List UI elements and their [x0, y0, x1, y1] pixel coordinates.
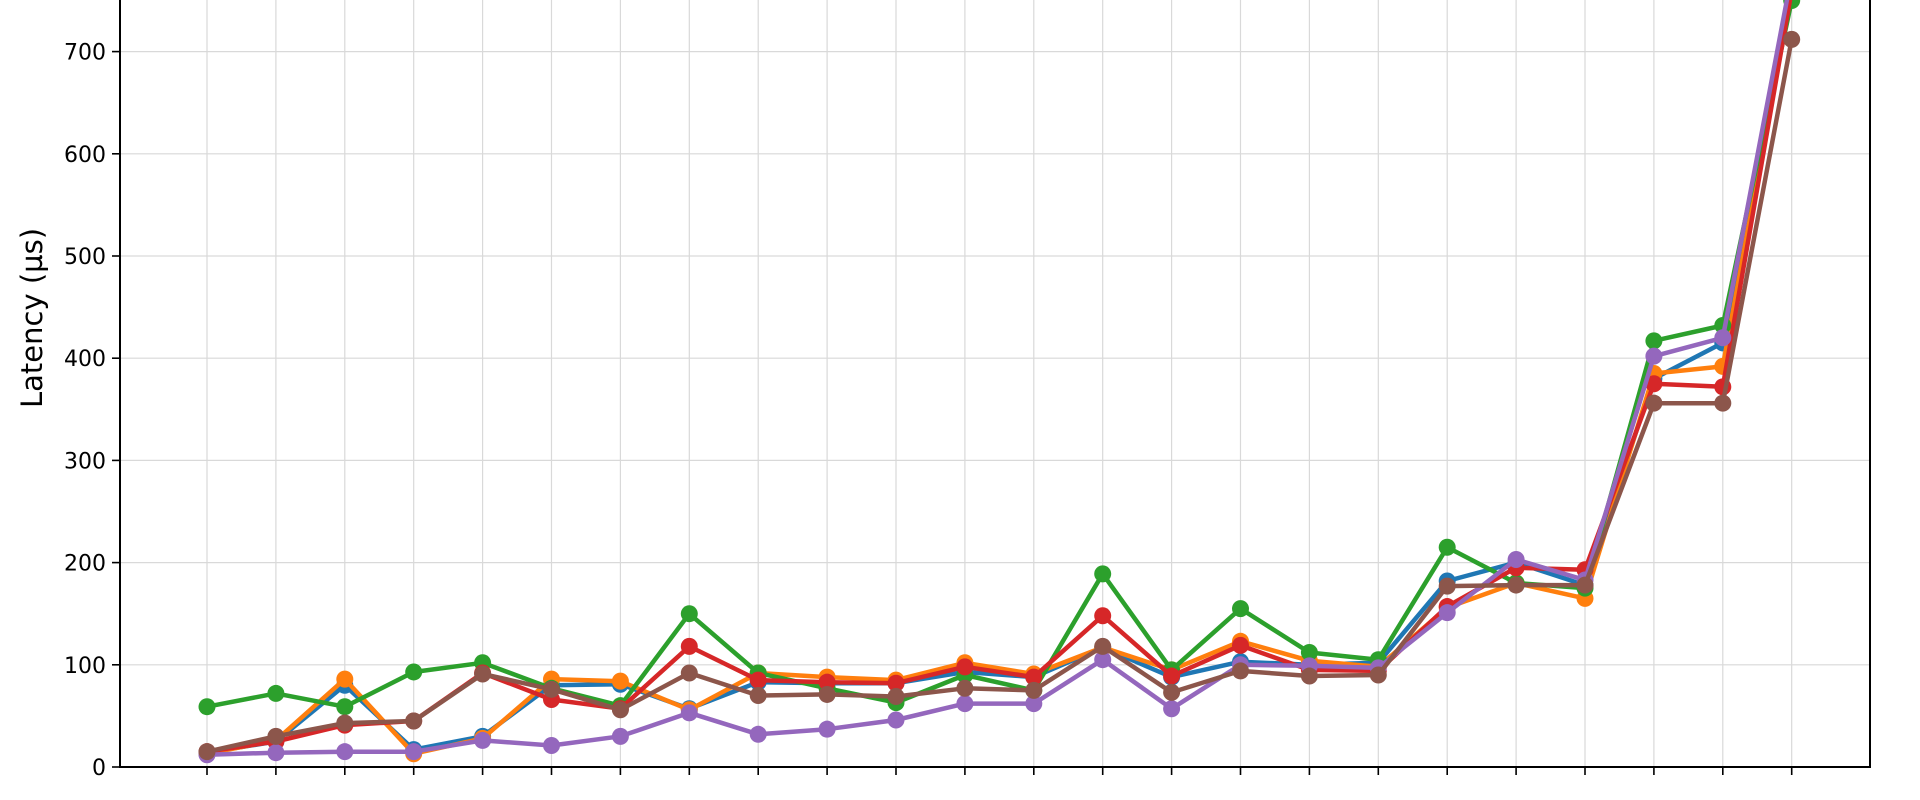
data-point — [1438, 538, 1456, 556]
data-point — [1507, 576, 1525, 594]
data-point — [956, 658, 974, 676]
y-tick-label: 400 — [64, 347, 106, 372]
data-point — [1300, 644, 1318, 662]
data-point — [956, 679, 974, 697]
y-tick-label: 100 — [64, 654, 106, 679]
data-point — [680, 704, 698, 722]
data-point — [1025, 668, 1043, 686]
series-4 — [198, 0, 1793, 761]
y-tick-label: 500 — [64, 245, 106, 270]
data-point — [198, 698, 216, 716]
data-point — [474, 731, 492, 749]
y-axis: 0 100 200 300 400 500 600 700 — [64, 41, 120, 781]
data-point — [1094, 607, 1112, 625]
series-line — [204, 0, 1793, 755]
data-point — [267, 744, 285, 762]
data-point — [1163, 700, 1181, 718]
series-line — [204, 0, 1794, 709]
data-point — [611, 701, 629, 719]
data-point — [680, 637, 698, 655]
data-point — [1645, 347, 1663, 365]
data-point — [1094, 651, 1112, 669]
data-point — [1300, 667, 1318, 685]
data-point — [1232, 600, 1249, 618]
data-point — [336, 670, 354, 688]
data-point — [887, 674, 905, 692]
data-point — [1163, 683, 1181, 701]
data-point — [336, 714, 354, 732]
data-point — [405, 743, 423, 761]
data-point — [1714, 329, 1732, 347]
y-tick-label: 600 — [64, 143, 106, 168]
data-point — [1645, 394, 1663, 412]
y-tick-label: 200 — [64, 552, 106, 577]
series-2 — [198, 0, 1793, 763]
data-point — [749, 671, 767, 689]
series-5 — [198, 0, 1790, 764]
y-tick-label: 0 — [92, 756, 106, 781]
y-tick-label: 300 — [64, 449, 106, 474]
plot-frame — [119, 0, 1871, 768]
data-point — [749, 725, 767, 743]
data-point — [1645, 375, 1663, 393]
data-point — [1232, 662, 1249, 680]
data-point — [1576, 576, 1594, 594]
data-point — [818, 685, 836, 703]
data-point — [611, 727, 629, 745]
data-point — [543, 737, 560, 755]
data-point — [336, 743, 354, 761]
data-point — [887, 687, 905, 705]
data-point — [1094, 565, 1112, 583]
data-point — [818, 673, 836, 691]
data-point — [1025, 681, 1043, 699]
series-line — [204, 0, 1793, 756]
data-point — [680, 605, 698, 623]
data-point — [887, 711, 905, 729]
data-point — [1025, 695, 1043, 713]
grid — [120, 0, 1870, 768]
data-point — [611, 672, 629, 690]
data-point — [1714, 394, 1732, 412]
series-group — [198, 0, 1801, 764]
y-axis-title: Latency (µs) — [15, 228, 49, 408]
data-point — [405, 712, 423, 730]
data-point — [336, 698, 354, 716]
data-point — [1369, 666, 1387, 684]
data-point — [267, 684, 285, 702]
y-tick-label: 700 — [64, 41, 106, 66]
data-point — [405, 663, 423, 681]
series-line — [204, 0, 1793, 754]
data-point — [680, 664, 698, 682]
data-point — [198, 743, 216, 761]
data-point — [1645, 332, 1663, 350]
x-axis — [206, 767, 1793, 775]
data-point — [1232, 636, 1249, 654]
series-1 — [198, 0, 1793, 762]
data-point — [1438, 604, 1456, 622]
data-point — [1094, 637, 1112, 655]
data-point — [818, 720, 836, 738]
data-point — [1507, 551, 1525, 569]
data-point — [1783, 30, 1801, 48]
data-point — [1438, 577, 1456, 595]
series-line — [204, 37, 1794, 754]
series-6 — [198, 30, 1801, 761]
data-point — [543, 680, 560, 698]
series-line — [204, 0, 1790, 757]
data-point — [267, 727, 285, 745]
data-point — [956, 695, 974, 713]
data-point — [749, 686, 767, 704]
data-point — [1163, 667, 1181, 685]
data-point — [474, 665, 492, 683]
